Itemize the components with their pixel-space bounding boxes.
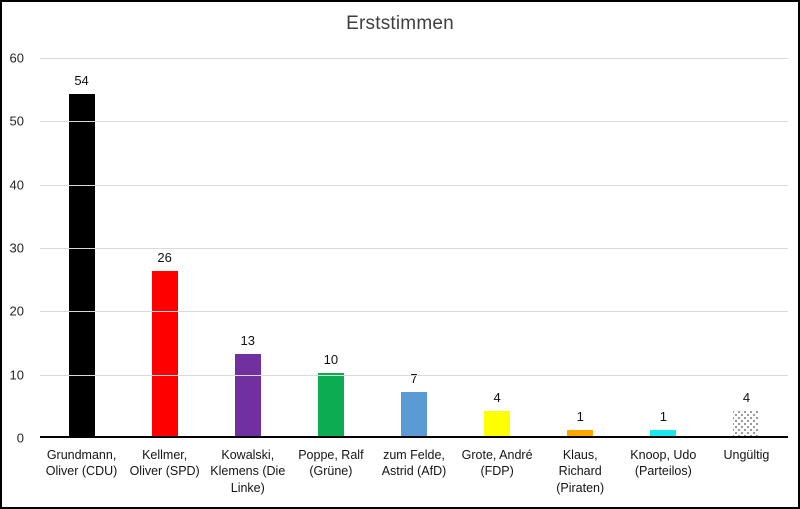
- bar-5: [400, 391, 427, 436]
- bar-value-label: 54: [74, 73, 89, 88]
- bar-4: [317, 372, 344, 436]
- bar-2: [151, 271, 178, 436]
- bar-slot: 4: [705, 58, 788, 436]
- bar-value-label: 10: [323, 351, 339, 367]
- y-gridline: [40, 374, 788, 376]
- bar-9: [733, 410, 760, 436]
- bar-slot: 10: [289, 58, 372, 436]
- y-gridline: [40, 311, 788, 313]
- y-tick-label: 20: [9, 303, 24, 319]
- chart-title: Erststimmen: [346, 13, 454, 34]
- x-category-label: Ungültig: [723, 448, 770, 462]
- y-tick-label: 10: [9, 367, 24, 383]
- y-axis: 0 10 20 30 40 50 60: [2, 51, 32, 446]
- y-tick-label: 60: [9, 50, 24, 66]
- bar-3: [234, 353, 261, 436]
- bar-slot: 1: [539, 58, 622, 436]
- y-gridline: [40, 121, 788, 123]
- bar-slot: 4: [456, 58, 539, 436]
- y-tick-label: 30: [9, 240, 24, 256]
- x-category-label: Grundmann, Oliver (CDU): [45, 448, 118, 479]
- bars-row: 54 26 13 10 7 4 1 1 4: [40, 58, 788, 436]
- bar-value-label: 1: [659, 408, 667, 424]
- y-gridline: [40, 248, 788, 249]
- x-category-label: Grote, André (FDP): [461, 448, 533, 479]
- x-category-label: Knoop, Udo (Parteilos): [630, 448, 697, 479]
- bar-value-label: 1: [576, 408, 584, 424]
- plot-area: 54 26 13 10 7 4 1 1 4: [40, 58, 788, 438]
- y-tick-label: 40: [9, 177, 24, 193]
- bar-7: [567, 429, 594, 436]
- y-gridline: [40, 184, 788, 186]
- bar-value-label: 4: [493, 389, 501, 405]
- bar-value-label: 4: [742, 389, 751, 405]
- y-gridline: [40, 58, 788, 59]
- y-tick-label: 50: [9, 113, 24, 129]
- bar-slot: 13: [206, 58, 289, 436]
- x-category-label: Poppe, Ralf (Grüne): [298, 448, 364, 479]
- bar-value-label: 7: [410, 370, 418, 386]
- bar-value-label: 26: [157, 250, 172, 266]
- x-axis-labels: Grundmann, Oliver (CDU) Kellmer, Oliver (…: [40, 447, 788, 496]
- y-tick-label: 0: [16, 430, 24, 446]
- bar-slot: 54: [40, 58, 123, 436]
- bar-slot: 1: [622, 58, 705, 436]
- bar-8: [650, 429, 677, 436]
- bar-value-label: 13: [240, 332, 255, 348]
- bar-6: [484, 410, 511, 436]
- x-category-label: Kowalski, Klemens (Die Linke): [210, 448, 286, 495]
- x-category-label: zum Felde, Astrid (AfD): [381, 448, 447, 479]
- bar-1: [68, 94, 95, 436]
- bar-slot: 7: [372, 58, 455, 436]
- bar-slot: 26: [123, 58, 206, 436]
- x-category-label: Klaus, Richard (Piraten): [556, 448, 605, 495]
- x-category-label: Kellmer, Oliver (SPD): [129, 448, 200, 479]
